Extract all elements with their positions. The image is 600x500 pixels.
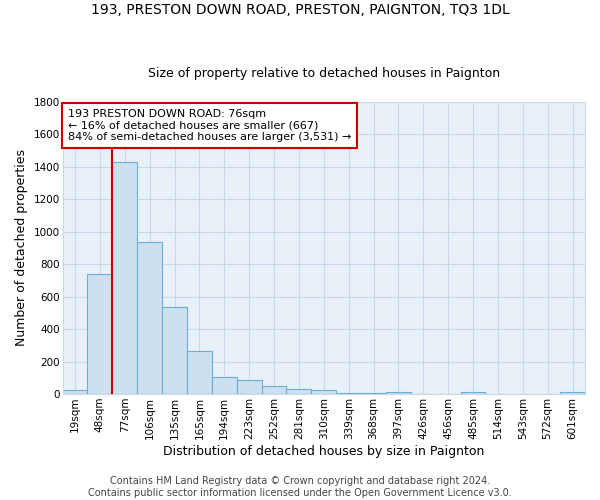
Text: 193, PRESTON DOWN ROAD, PRESTON, PAIGNTON, TQ3 1DL: 193, PRESTON DOWN ROAD, PRESTON, PAIGNTO… [91, 2, 509, 16]
Bar [262, 386, 286, 394]
Text: 193 PRESTON DOWN ROAD: 76sqm
← 16% of detached houses are smaller (667)
84% of s: 193 PRESTON DOWN ROAD: 76sqm ← 16% of de… [68, 109, 351, 142]
Bar [311, 390, 336, 394]
Y-axis label: Number of detached properties: Number of detached properties [15, 150, 28, 346]
Bar [62, 390, 88, 394]
Text: Contains HM Land Registry data © Crown copyright and database right 2024.
Contai: Contains HM Land Registry data © Crown c… [88, 476, 512, 498]
Bar [162, 307, 187, 394]
Bar [212, 378, 237, 394]
Title: Size of property relative to detached houses in Paignton: Size of property relative to detached ho… [148, 66, 500, 80]
Bar [137, 242, 162, 394]
Bar [560, 392, 585, 394]
Bar [88, 274, 112, 394]
Bar [461, 392, 485, 394]
Bar [336, 393, 361, 394]
Bar [386, 392, 411, 394]
Bar [237, 380, 262, 394]
Bar [112, 162, 137, 394]
Bar [187, 351, 212, 394]
X-axis label: Distribution of detached houses by size in Paignton: Distribution of detached houses by size … [163, 444, 484, 458]
Bar [286, 390, 311, 394]
